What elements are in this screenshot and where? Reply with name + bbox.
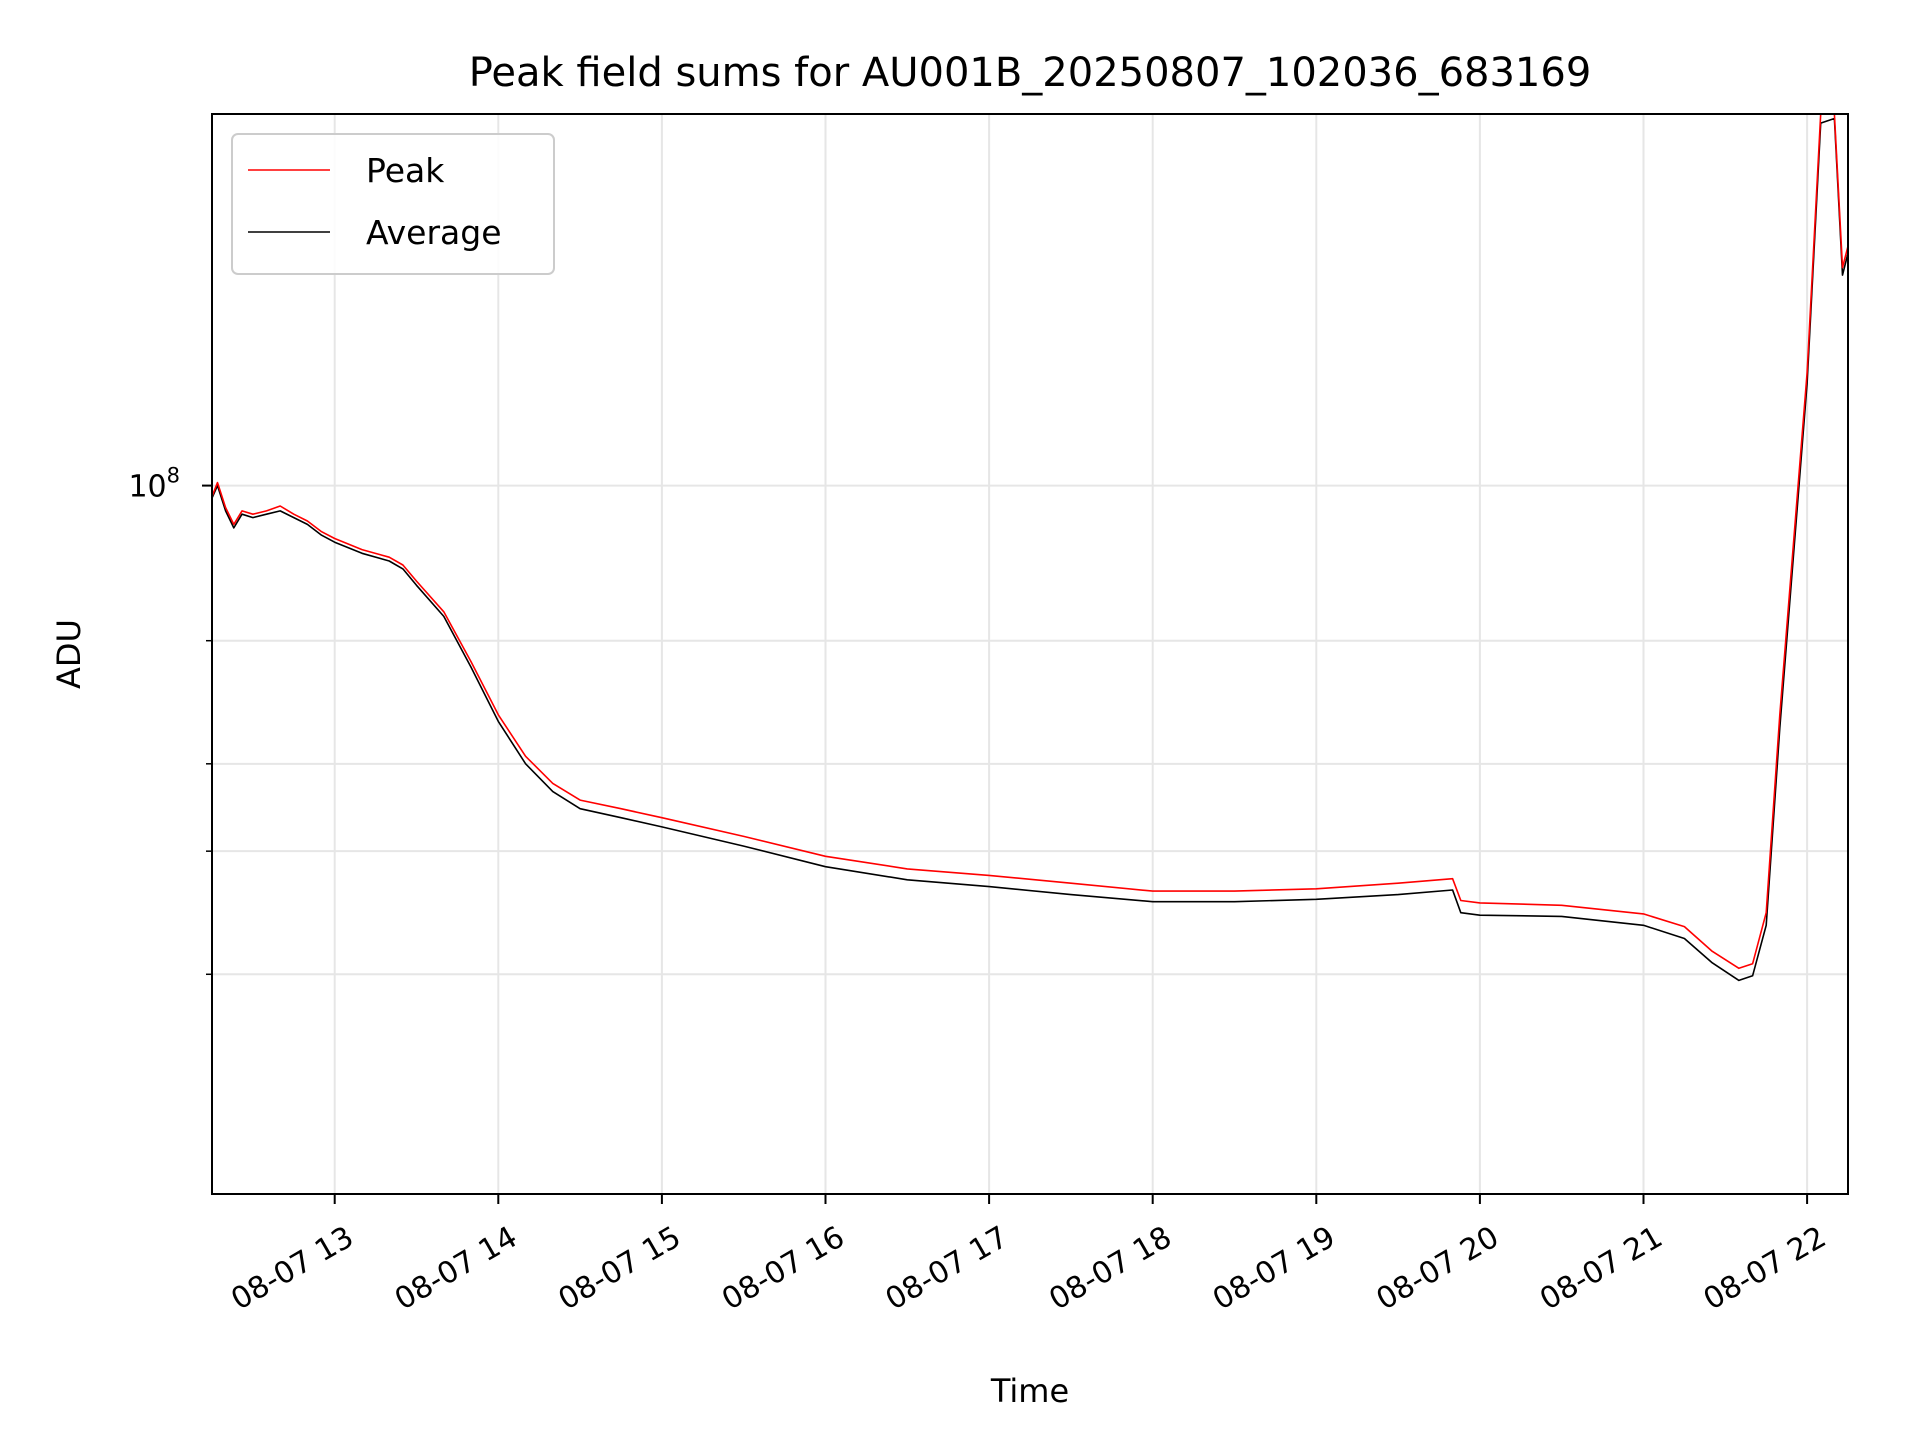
y-tick-base: 10 — [128, 470, 166, 505]
chart-title: Peak field sums for AU001B_20250807_1020… — [469, 50, 1592, 96]
plot-frame — [211, 113, 1849, 1195]
legend-label-peak: Peak — [366, 151, 445, 190]
grid — [212, 114, 1848, 1194]
series-line-peak — [212, 114, 1848, 970]
legend: Peak Average — [231, 133, 555, 275]
series-line-average — [212, 117, 1848, 982]
plot-area — [212, 114, 1848, 982]
y-axis: 108 — [128, 464, 212, 976]
legend-box — [231, 133, 555, 275]
y-tick-exponent: 8 — [167, 464, 180, 488]
legend-label-average: Average — [366, 213, 502, 252]
y-tick-label: 108 — [128, 464, 180, 505]
y-axis-title: ADU — [50, 619, 88, 689]
x-axis-title: Time — [990, 1372, 1069, 1410]
